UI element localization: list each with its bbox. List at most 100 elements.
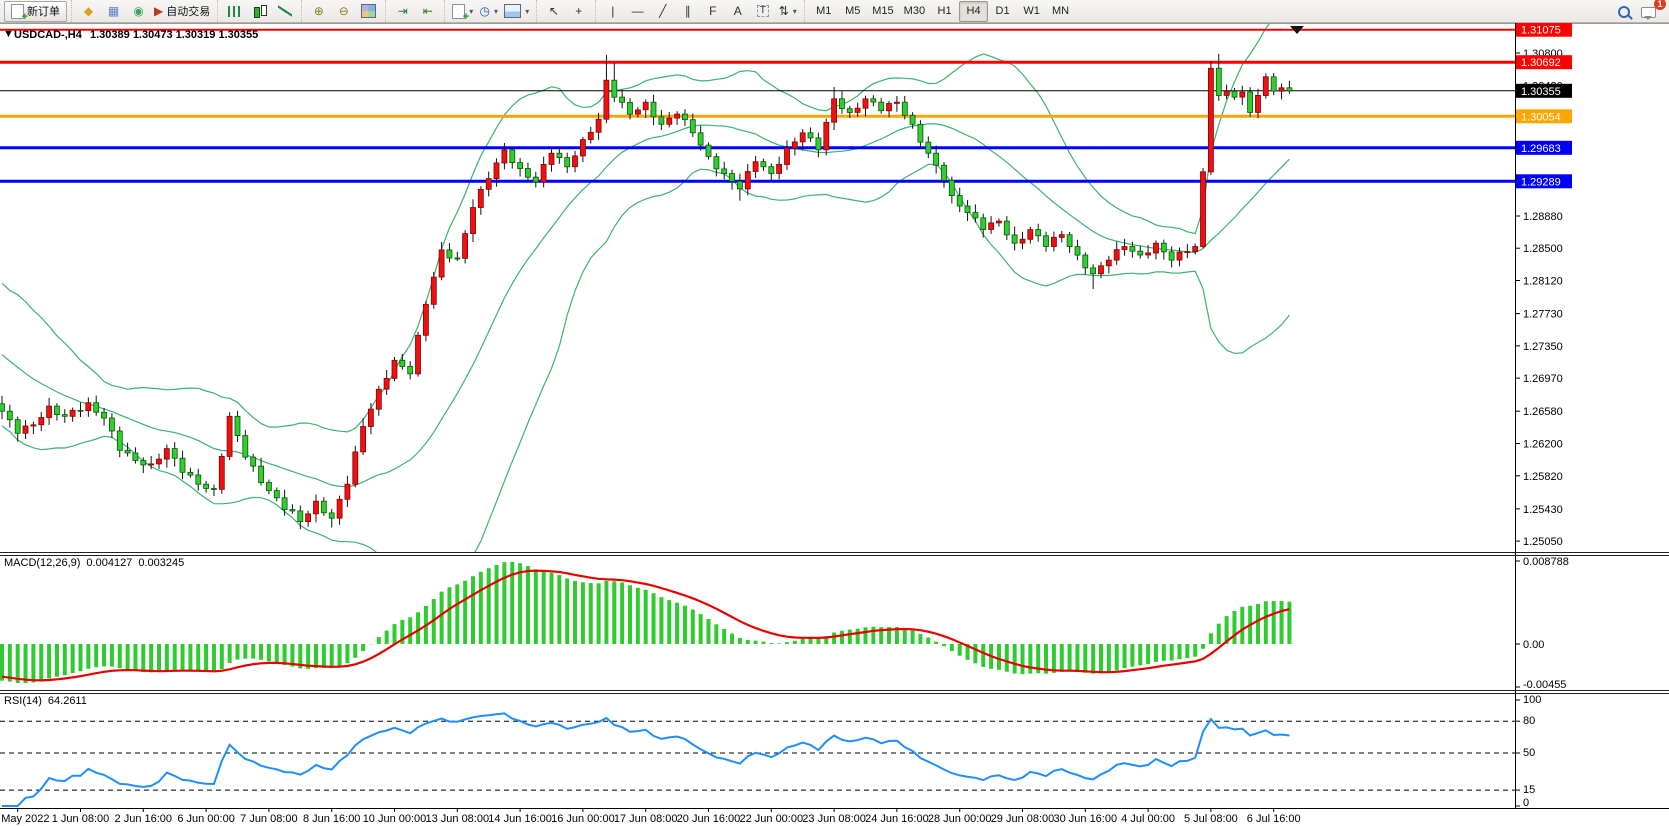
candle [187,467,194,478]
indicators-button-dropdown-icon[interactable]: ▾ [469,6,474,16]
price-level-badge: 1.29289 [1516,174,1572,189]
channel-button[interactable]: ∥ [675,1,700,22]
candle [917,120,924,149]
crosshair-button[interactable]: + [566,1,591,22]
new-order-button[interactable]: 新订单 [4,0,67,23]
chart-area[interactable]: USDCAD-,H4 ▼ 1.30389 1.30473 1.30319 1.3… [0,23,1669,826]
svg-text:1.29289: 1.29289 [1521,176,1561,188]
autotrading-button[interactable]: ▶ 自动交易 [151,1,213,22]
candle [799,129,806,151]
candle [1003,216,1010,241]
periods-button-dropdown-icon[interactable]: ▾ [493,6,498,16]
candle [85,397,92,417]
candle [367,403,374,435]
chart-shift-button[interactable]: ⇤ [415,1,440,22]
timeframe-m1-button[interactable]: M1 [809,1,838,22]
tile-windows-button[interactable] [356,1,381,22]
macd-tick-label: -0.00455 [1523,679,1566,691]
candle [1153,240,1159,260]
timeframe-m30-button[interactable]: M30 [899,1,930,22]
signals-icon[interactable]: ◉ [126,1,151,22]
arrows-button[interactable]: ⇅ ▾ [775,1,800,22]
text-button[interactable]: A [725,1,750,22]
timeframe-mn-button[interactable]: MN [1046,1,1075,22]
arrows-button-dropdown-icon[interactable]: ▾ [792,6,797,16]
candle [878,97,885,114]
indicators-button[interactable]: ▾ [449,1,476,23]
candle [30,421,37,434]
candle [815,132,822,158]
candle [572,150,578,173]
pane-separators[interactable] [0,552,1669,694]
candle [791,137,798,156]
indicators-button-glyph [452,3,469,23]
search-icon[interactable] [1611,1,1636,22]
timeframe-m15-button[interactable]: M15 [867,1,898,22]
candle [532,171,539,188]
fibonacci-button[interactable]: F [700,1,725,22]
cursor-button[interactable]: ↖ [541,1,566,22]
candle [352,445,359,488]
candle [454,251,461,261]
line-chart-button-glyph [277,5,292,17]
tile-windows-button-glyph [361,4,377,18]
rsi-pane [0,712,1515,807]
macd-label: MACD(12,26,9) 0.004127 0.003245 [4,557,184,569]
timeframe-m5-button[interactable]: M5 [838,1,867,22]
periods-button[interactable]: ◷ ▾ [476,1,501,22]
candle [1278,83,1285,100]
market-watch-icon[interactable]: ▦ [101,1,126,22]
candle [886,100,892,118]
price-level-lines[interactable] [0,28,1515,183]
candle [980,213,987,238]
macd-tick-label: 0.00 [1523,639,1544,651]
candle [407,361,414,380]
chart-shift-marker[interactable] [1290,26,1304,34]
line-chart-button[interactable] [272,1,297,22]
candle [540,156,547,188]
candle [6,404,13,428]
candle [415,332,421,377]
chat-icon[interactable]: 1 [1636,0,1666,22]
templates-button-dropdown-icon[interactable]: ▾ [525,6,530,16]
timeframe-h1-button[interactable]: H1 [930,1,959,22]
timeframe-mn-button-label: MN [1052,5,1070,17]
price-tick-label: 1.28500 [1523,243,1563,255]
trendline-button[interactable]: ╱ [650,1,675,22]
time-tick-label: 10 Jun 00:00 [363,813,427,825]
timeframe-h4-button[interactable]: H4 [959,0,989,22]
candle [273,487,280,502]
candlestick-chart-button[interactable] [247,1,272,22]
candle [611,63,618,103]
auto-scroll-button[interactable]: ⇥ [390,1,415,22]
candle [328,509,335,528]
zoom-out-button[interactable]: ⊖ [331,1,356,22]
time-tick-label: 1 Jun 08:00 [52,813,110,825]
price-axis[interactable]: 1.308001.304201.300301.296501.292601.288… [1515,23,1572,809]
horizontal-line-button[interactable]: — [625,1,650,22]
text-label-button[interactable]: T [750,1,775,22]
candle [1058,230,1065,243]
time-tick-label: 22 Jun 00:00 [739,813,803,825]
timeframe-d1-button[interactable]: D1 [988,1,1017,22]
timeframe-w1-button[interactable]: W1 [1017,1,1046,22]
templates-button[interactable]: ▾ [501,1,532,22]
candle [909,112,916,129]
time-tick-label: 8 Jun 16:00 [303,813,361,825]
zoom-in-button[interactable]: ⊕ [306,1,331,22]
candle [1019,231,1026,250]
toolbar: 新订单◆▦◉▶自动交易⊕⊖⇥⇤▾◷▾▾↖+|—╱∥FAT⇅▾M1M5M15M30… [0,0,1669,23]
vertical-line-button[interactable]: | [600,1,625,22]
candle [1098,261,1104,279]
metaeditor-icon[interactable]: ◆ [76,1,101,22]
price-level-badge: 1.30355 [1516,83,1572,98]
candle [69,407,76,422]
candle [210,484,217,496]
candle [171,442,178,467]
symbol-dropdown-arrow[interactable]: ▼ [3,28,14,40]
periods-button-glyph: ◷ [479,4,490,18]
templates-button-glyph [504,4,522,18]
bollinger-bands [1,23,1290,552]
bar-chart-button[interactable] [222,1,247,22]
